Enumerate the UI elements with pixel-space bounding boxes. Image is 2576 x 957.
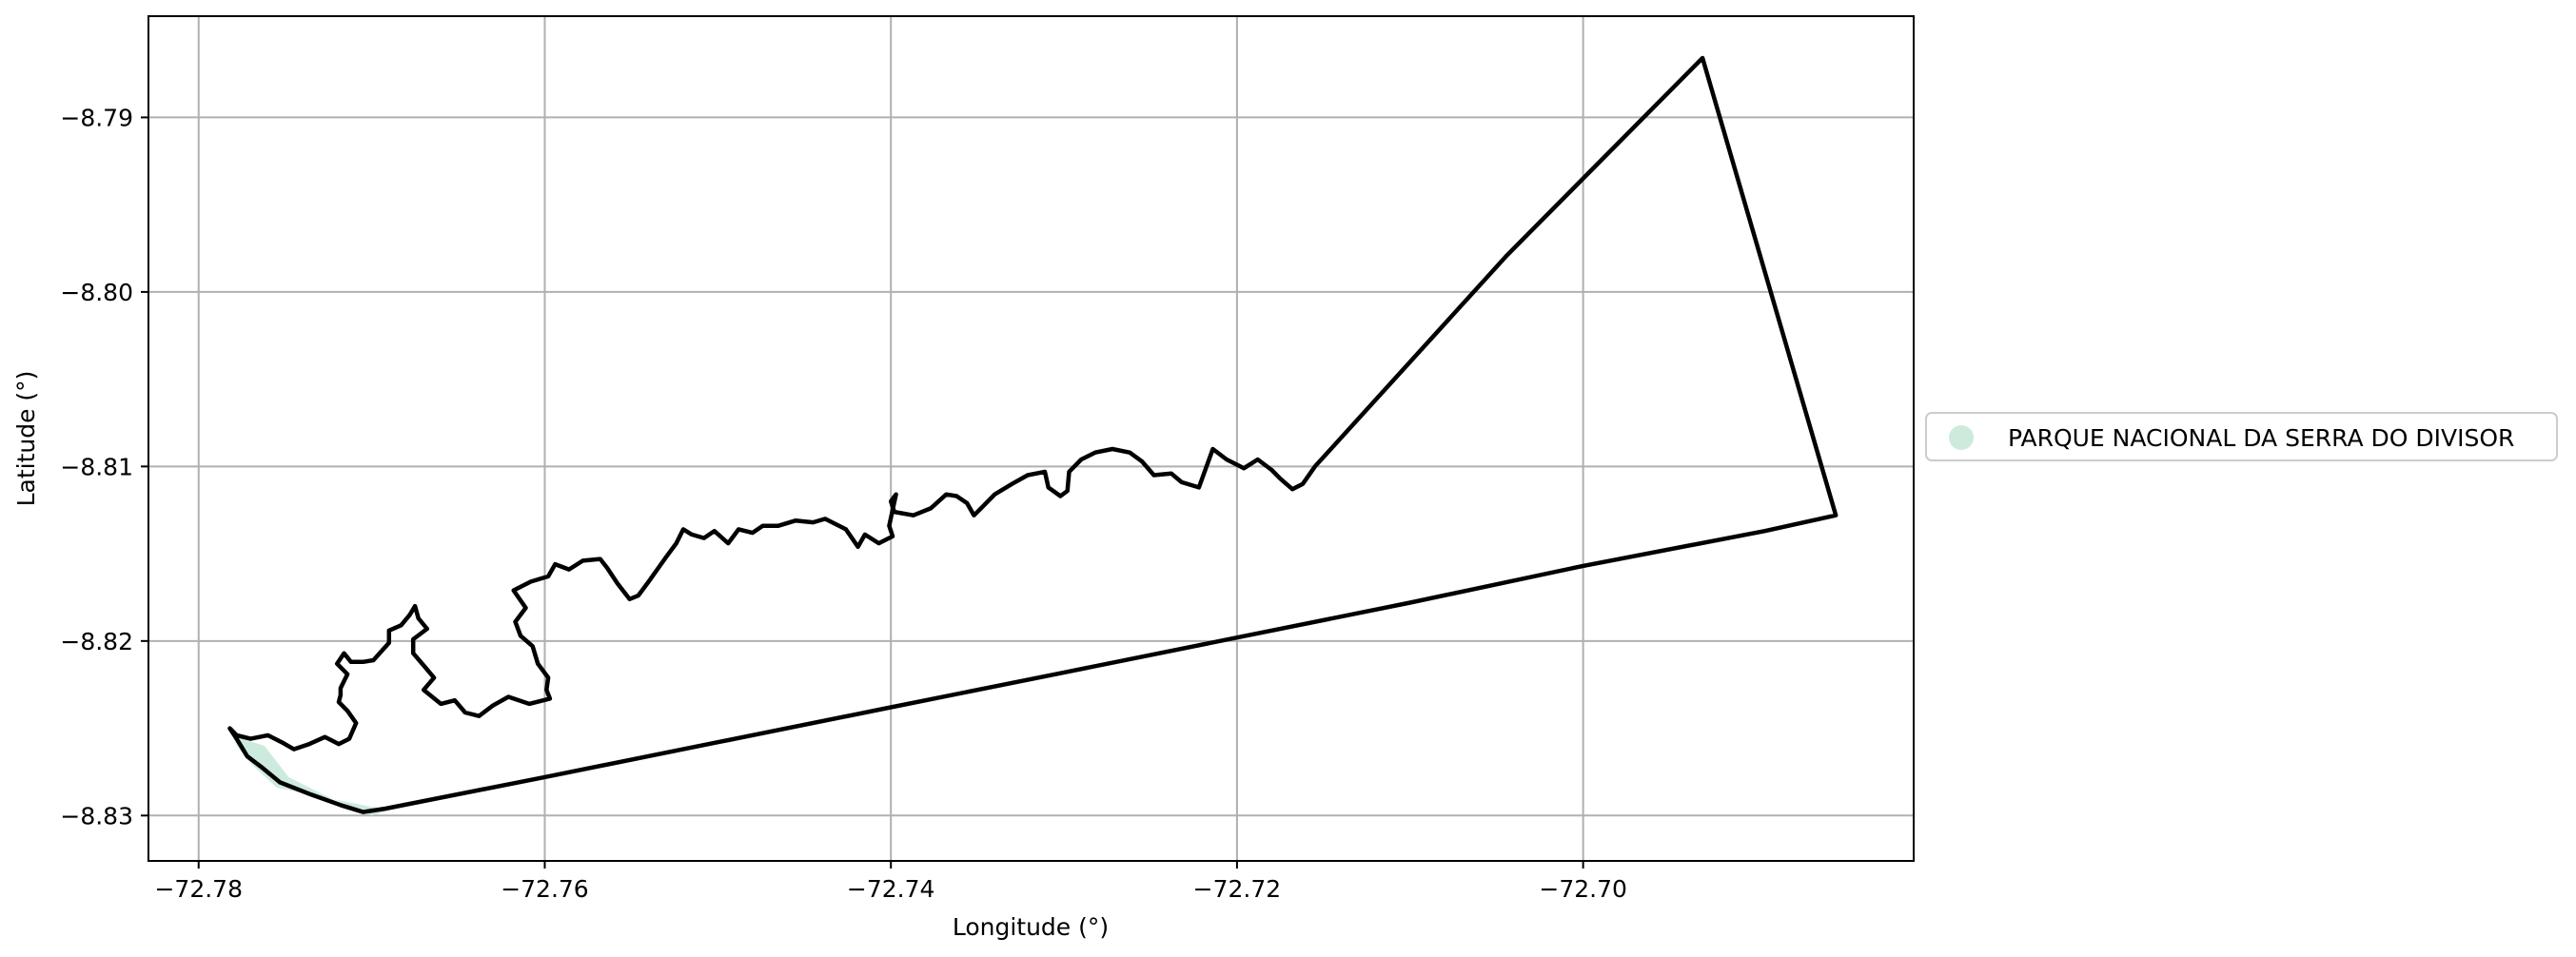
x-tick-label: −72.78 — [154, 875, 243, 903]
legend-label: PARQUE NACIONAL DA SERRA DO DIVISOR — [2008, 424, 2514, 452]
y-tick-label: −8.80 — [60, 279, 133, 306]
legend-box — [1925, 412, 2558, 461]
legend: PARQUE NACIONAL DA SERRA DO DIVISOR — [1925, 412, 2558, 461]
x-axis-label: Longitude (°) — [953, 913, 1109, 941]
y-tick-label: −8.83 — [60, 802, 133, 830]
park-area-fill — [229, 728, 389, 816]
x-tick-label: −72.76 — [501, 875, 589, 903]
y-axis-label: Latitude (°) — [12, 371, 40, 507]
x-tick-label: −72.72 — [1193, 875, 1282, 903]
legend-marker — [1949, 425, 1974, 450]
x-tick-label: −72.74 — [847, 875, 935, 903]
park-boundary-outline — [227, 55, 1839, 814]
y-tick-label: −8.81 — [60, 453, 133, 480]
y-axis-ticks: −8.79 −8.80 −8.81 −8.82 −8.83 — [60, 104, 148, 830]
plot-frame — [147, 15, 1915, 862]
x-tick-label: −72.70 — [1539, 875, 1627, 903]
y-tick-label: −8.82 — [60, 628, 133, 655]
x-axis-ticks: −72.78 −72.76 −72.74 −72.72 −72.70 — [154, 861, 1627, 903]
grid-lines — [148, 16, 1914, 861]
y-tick-label: −8.79 — [60, 104, 133, 131]
